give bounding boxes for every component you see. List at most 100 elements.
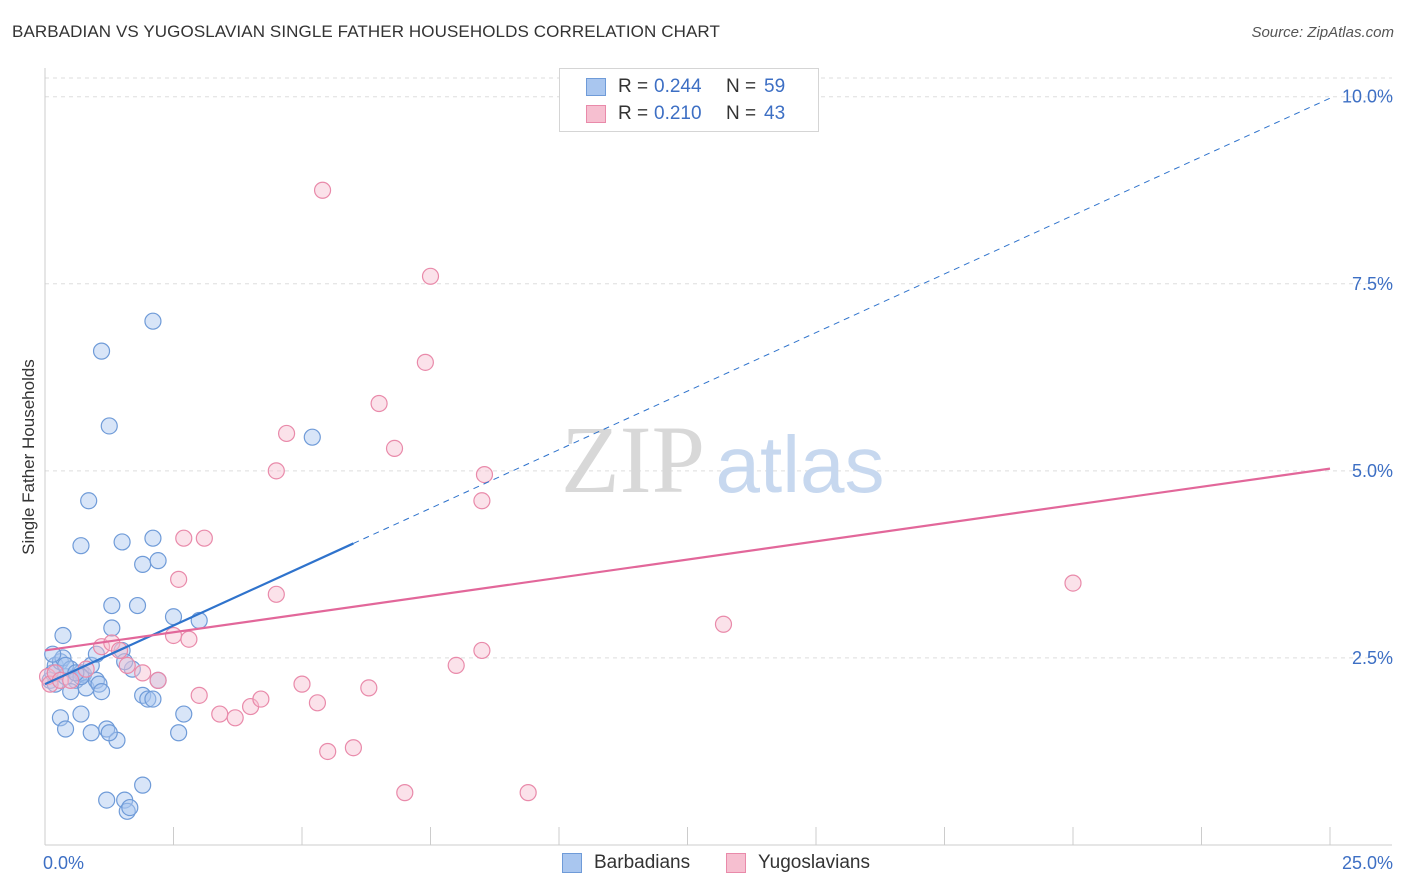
barbadian-point: [170, 724, 188, 742]
x-tick-label-max: 25.0%: [1342, 853, 1393, 873]
barbadian-trend-line: [44, 542, 354, 686]
yugoslavian-point: [267, 585, 285, 603]
yugoslavian-point: [180, 630, 198, 648]
barbadian-point: [56, 720, 75, 738]
legend-swatch-pink: [586, 105, 606, 123]
yugoslavian-point: [519, 784, 537, 802]
barbadian-point: [54, 626, 72, 645]
yugoslavian-point: [211, 705, 229, 723]
barbadian-trend-extension: [353, 97, 1331, 544]
bottom-legend-yugoslavians[interactable]: Yugoslavians: [726, 852, 870, 874]
legend-label-barbadians: Barbadians: [594, 852, 691, 873]
yugoslavian-point: [226, 709, 244, 727]
barbadian-point: [144, 529, 162, 547]
yugoslavian-point: [195, 529, 213, 547]
yugoslavian-point: [447, 656, 465, 675]
yugoslavian-point: [416, 353, 434, 371]
yugoslavian-point: [714, 615, 733, 633]
barbadian-point: [103, 596, 121, 615]
y-axis-label: Single Father Households: [19, 359, 38, 555]
barbadian-point: [121, 798, 139, 817]
yugoslavian-point: [313, 181, 332, 199]
yugoslavian-point: [175, 529, 193, 547]
yugoslavian-point: [118, 656, 136, 675]
yugoslavian-trend-line: [44, 467, 1331, 652]
zipatlas-watermark: ZIP atlas: [561, 406, 884, 513]
barbadian-point: [82, 724, 100, 742]
x-tick-label-min: 0.0%: [43, 853, 84, 873]
legend-row-yugoslavians: R = 0.210 N = 43: [586, 103, 785, 125]
yugoslavian-point: [267, 462, 285, 480]
barbadian-point: [72, 705, 90, 723]
barbadian-point: [92, 342, 111, 360]
yugoslavian-point: [344, 739, 362, 757]
yugoslavian-point: [370, 394, 388, 413]
barbadian-point: [139, 690, 157, 708]
data-points: [38, 181, 1082, 820]
trend-lines: [44, 97, 1331, 686]
bottom-legend-barbadians[interactable]: Barbadians: [562, 852, 690, 874]
y-tick-label: 10.0%: [1342, 87, 1393, 107]
chart-title: BARBADIAN VS YUGOSLAVIAN SINGLE FATHER H…: [12, 22, 720, 41]
barbadian-point: [92, 682, 111, 701]
yugoslavian-point: [149, 671, 167, 689]
barbadian-point: [113, 533, 131, 551]
legend-n-value: 43: [764, 103, 786, 124]
yugoslavian-point: [1064, 574, 1082, 592]
legend-n-value: 59: [764, 76, 786, 97]
legend-n-label: N =: [726, 76, 757, 97]
legend-swatch-blue: [562, 853, 582, 873]
legend-swatch-pink: [726, 853, 746, 873]
yugoslavian-point: [293, 675, 311, 693]
yugoslavian-point: [421, 267, 440, 285]
legend-r-value: 0.244: [654, 76, 702, 97]
barbadian-point: [134, 555, 152, 573]
barbadian-point: [103, 619, 121, 637]
yugoslavian-point: [473, 641, 491, 660]
watermark-zip: ZIP: [561, 406, 705, 513]
axes: [44, 68, 1392, 846]
barbadian-point: [144, 312, 162, 330]
watermark-atlas: atlas: [716, 420, 885, 509]
barbadian-point: [98, 791, 116, 809]
yugoslavian-point: [396, 784, 414, 802]
correlation-legend: R = 0.244 N = 59 R = 0.210 N = 43: [559, 68, 819, 132]
barbadian-point: [72, 537, 90, 555]
yugoslavian-point: [252, 690, 270, 708]
yugoslavian-point: [473, 492, 491, 510]
chart-source: Source: ZipAtlas.com: [1251, 24, 1394, 41]
yugoslavian-point: [360, 679, 378, 697]
barbadian-point: [303, 428, 321, 446]
yugoslavian-point: [277, 424, 296, 443]
yugoslavian-point: [385, 439, 404, 458]
barbadian-point: [128, 596, 147, 615]
barbadian-point: [80, 492, 98, 510]
barbadian-point: [51, 709, 70, 727]
barbadian-point: [100, 724, 118, 742]
yugoslavian-point: [190, 686, 208, 704]
tick-labels: 2.5% 5.0% 7.5% 10.0% 0.0% 25.0%: [43, 87, 1393, 873]
yugoslavian-point: [308, 694, 327, 712]
legend-row-barbadians: R = 0.244 N = 59: [586, 76, 785, 98]
barbadian-point: [149, 552, 167, 570]
legend-r-value: 0.210: [654, 103, 702, 124]
legend-r-label: R =: [618, 76, 649, 97]
y-tick-label: 7.5%: [1352, 274, 1393, 294]
y-tick-label: 2.5%: [1352, 648, 1393, 668]
gridlines: [45, 77, 1392, 659]
legend-r-label: R =: [618, 103, 649, 124]
yugoslavian-point: [319, 742, 337, 761]
yugoslavian-point: [170, 570, 188, 588]
barbadian-point: [100, 417, 118, 435]
barbadian-point: [144, 690, 162, 708]
legend-label-yugoslavians: Yugoslavians: [758, 852, 870, 873]
legend-n-label: N =: [726, 103, 757, 124]
legend-swatch-blue: [586, 78, 606, 96]
yugoslavian-point: [164, 626, 183, 645]
barbadian-point: [175, 705, 193, 723]
yugoslavian-point: [134, 664, 152, 682]
barbadian-point: [134, 776, 152, 794]
yugoslavian-point: [475, 465, 494, 484]
y-tick-label: 5.0%: [1352, 461, 1393, 481]
